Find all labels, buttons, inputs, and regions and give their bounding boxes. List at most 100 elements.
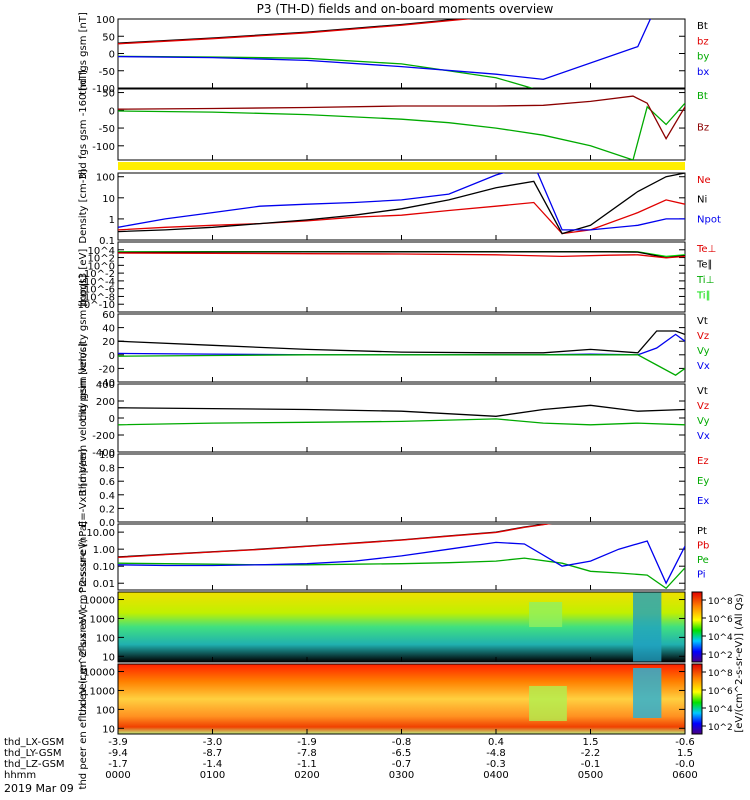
density-series-Ne	[118, 199, 685, 235]
peer-spectrogram-ytick-label: 1000	[90, 686, 115, 697]
colorbar-ticks: 10^8 10^6 10^4 10^2 10^8 10^6 10^4 10^2	[702, 597, 733, 733]
pressure-ytick-label: 1.00	[93, 545, 115, 556]
fgs-gsm-series-by	[118, 55, 534, 88]
fgs-gsm-legend-3: bx	[697, 67, 709, 78]
colorbar-tick-label-ion: 10^8	[708, 597, 733, 607]
pressure-series-Pt	[118, 524, 552, 558]
peim-velocity-legend-0: Vt	[697, 316, 708, 327]
peem-velocity-frame	[117, 383, 686, 453]
peim-velocity-ytick-label: 0	[109, 351, 115, 362]
ephemeris-value: 0100	[200, 770, 225, 781]
ephemeris-value: -0.0	[675, 759, 695, 770]
ephemeris-value: 0600	[672, 770, 697, 781]
pressure-ytick-label: 0.10	[93, 562, 115, 573]
ephemeris-value: -0.7	[392, 759, 412, 770]
ephemeris-value: -2.2	[581, 748, 601, 759]
pressure-legend-3: Pi	[697, 570, 706, 581]
efield-ytick-label: 0.2	[99, 504, 115, 515]
colorbar-tick-label-electron: 10^2	[708, 723, 733, 733]
ephemeris-value: 0400	[483, 770, 508, 781]
peim-velocity-ytick-label: 60	[102, 310, 115, 321]
ephemeris-value: -1.9	[297, 737, 317, 748]
ephemeris-value: -4.8	[486, 748, 506, 759]
peim-velocity-series-Vt	[118, 330, 685, 354]
peim-velocity-ytick-label: -20	[99, 364, 115, 375]
peim-velocity-series-Vy	[118, 354, 685, 376]
electron-spectrogram-patch	[529, 686, 567, 721]
density-series-Ni	[118, 173, 685, 235]
colorbar-tick-label-ion: 10^4	[708, 633, 733, 643]
peir-spectrogram-ytick-label: 10	[102, 652, 115, 663]
temperature-ytick-label: 10^0	[88, 261, 115, 272]
colorbar-tick-label-ion: 10^2	[708, 651, 733, 661]
peer-spectrogram-ytick-label: 10000	[83, 668, 115, 679]
peem-velocity-legend-1: Vz	[697, 401, 709, 412]
peer-spectrogram-ytick-label: 10	[102, 724, 115, 735]
pressure-ytick-label: 10.00	[86, 528, 115, 539]
fgs-gsm-ytick-label: -50	[99, 67, 115, 78]
efield-ytick-label: 0.8	[99, 464, 115, 475]
colorbar-label: [eV/(cm^2-s-sr-eV)] (All Qs)	[734, 593, 745, 732]
peir-spectrogram-ylabel: thd peir en eflux eV (cm^2-s-sr-eV)	[78, 538, 89, 716]
temperature-series-Te∥	[118, 251, 685, 259]
peem-velocity-series-Vy	[118, 418, 685, 426]
density-ytick-label: 0.1	[99, 236, 115, 247]
temperature-ytick-label: 10^-6	[84, 285, 115, 296]
fgs-gse-ylabel: thd fgs gsm -160 [nT]	[78, 70, 89, 179]
colorbar-tick-label-electron: 10^4	[708, 705, 733, 715]
fgs-gse-ytick-label: 50	[102, 89, 115, 100]
density-ytick-label: 10	[102, 194, 115, 205]
ephemeris-value: 1.5	[583, 737, 599, 748]
ephemeris-value: 1.5	[677, 748, 693, 759]
peim-velocity-legend-3: Vx	[697, 361, 710, 372]
temperature-ytick-label: 10^-10	[78, 300, 115, 311]
fgs-gsm-frame	[117, 18, 686, 89]
ephemeris-value: -8.7	[203, 748, 223, 759]
fgs-gsm-legend-2: by	[697, 52, 709, 63]
ephemeris-value: -1.4	[203, 759, 223, 770]
fgs-gse-ytick-label: -100	[92, 142, 115, 153]
temperature-ytick-label: 10^-8	[84, 292, 115, 303]
ephemeris-value: 0000	[105, 770, 130, 781]
efield-legend-0: Ez	[697, 456, 709, 467]
ephemeris-value: -0.1	[581, 759, 601, 770]
pressure-ylabel: Pressure [nPa]	[78, 521, 89, 593]
temperature-ytick-label: 10^-2	[84, 269, 115, 280]
peim-velocity-legend-1: Vz	[697, 331, 709, 342]
colorbar-tick-label-ion: 10^6	[708, 615, 733, 625]
temperature-ylabel: moqt3 [eV]	[78, 249, 89, 306]
ephemeris-value: -1.1	[297, 759, 317, 770]
pressure-series-Pe	[118, 557, 685, 590]
peir-spectrogram-ytick-label: 1000	[90, 614, 115, 625]
ephemeris-label: thd_LX-GSM	[4, 737, 64, 748]
peim-velocity-ytick-label: 40	[102, 324, 115, 335]
fgs-gsm-legend-0: Bt	[697, 21, 708, 32]
ephemeris-value: 0300	[389, 770, 414, 781]
pressure-series-Pi	[118, 540, 685, 585]
temperature-series-Te⊥	[118, 252, 685, 259]
peim-velocity-frame	[117, 313, 686, 383]
panel-efield: 1.0 0.8 0.6 0.4 0.2 0.0 E=-VxB [mV/m] Ez Ey Ex	[78, 449, 709, 529]
plot-title: P3 (TH-D) fields and on-board moments ov…	[257, 2, 554, 16]
peer-spectrogram-fill	[118, 664, 685, 734]
ephemeris-value: -0.6	[675, 737, 695, 748]
ion-spectrogram-patch	[529, 602, 563, 627]
peem-velocity-ytick-label: 200	[96, 397, 115, 408]
peem-velocity-ytick-label: -400	[92, 448, 115, 459]
panel-temperature: 10^410^210^010^-210^-410^-610^-810^-10mo…	[78, 241, 716, 313]
temperature-ytick-label: 10^-4	[84, 277, 115, 288]
panel-peir-spectrogram: 10000 1000 100 10 thd peir en eflux eV (cm^2…	[78, 538, 686, 716]
colorbar-tick-label-electron: 10^8	[708, 669, 733, 679]
temperature-ytick-label: 10^2	[88, 254, 115, 265]
ephemeris-value: 0200	[294, 770, 319, 781]
ephemeris-value: 0.4	[488, 737, 504, 748]
peim-velocity-ytick-label: -40	[99, 378, 115, 389]
ephemeris-value: 0500	[578, 770, 603, 781]
colorbar-ion	[691, 591, 703, 663]
efield-ytick-label: 0.4	[99, 491, 115, 502]
peir-spectrogram-fill	[118, 592, 685, 662]
